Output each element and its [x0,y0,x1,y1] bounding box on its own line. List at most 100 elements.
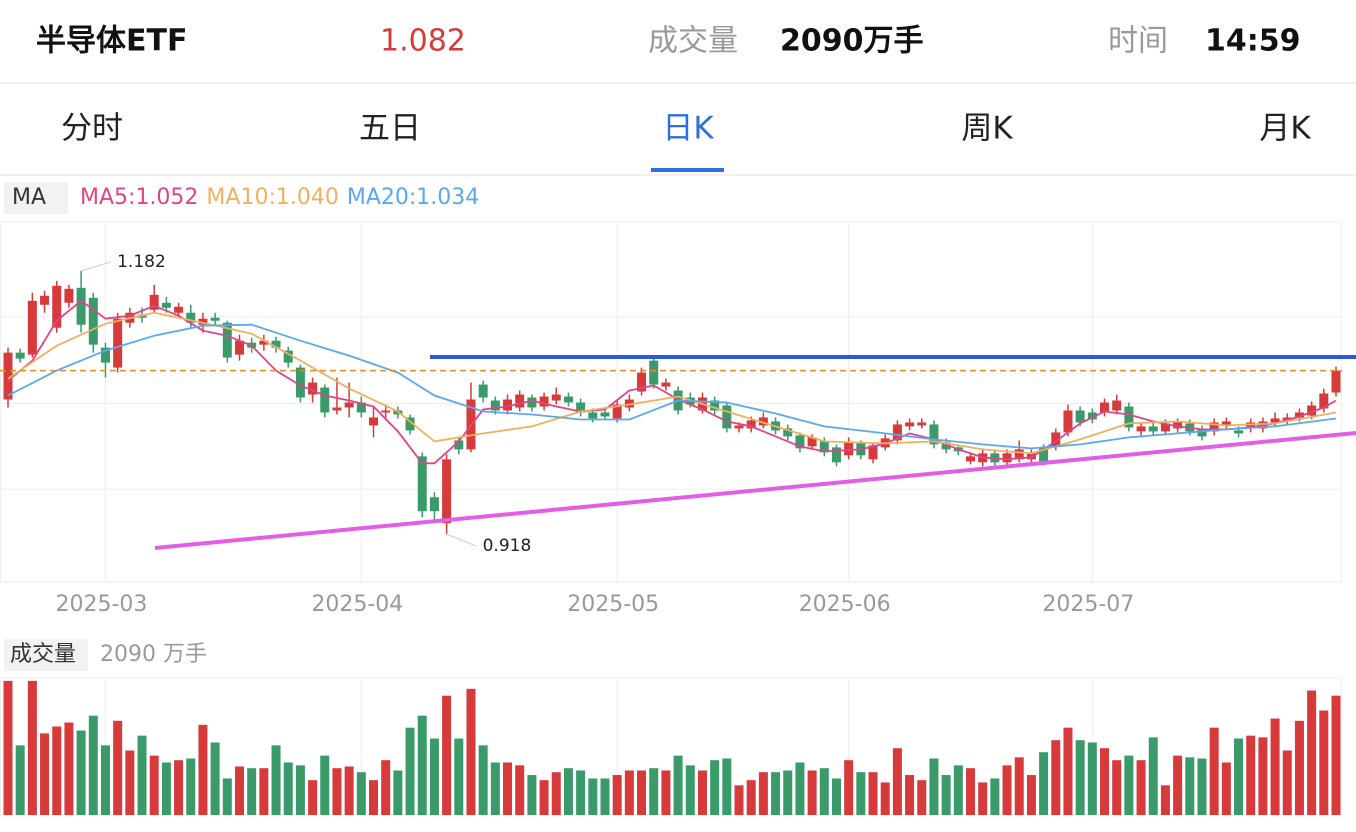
candle-body [15,352,25,359]
candle-body [1136,426,1146,432]
candle-body [515,394,525,408]
volume-bar [369,780,379,815]
candle-body [844,441,854,456]
candle-body [1087,412,1097,420]
candle-body [1014,449,1024,460]
ma-line [7,299,1337,465]
candle-body [88,297,98,345]
volume-bar [1148,737,1158,815]
candle-body [259,340,269,345]
candle-body [1148,426,1158,432]
candle-body [76,287,86,325]
volume-bar [40,733,50,815]
volume-bar [125,750,135,815]
volume-bar [283,762,293,815]
candle-body [100,347,110,363]
volume-bar [15,745,25,815]
volume-bar [661,770,671,815]
candle-body [161,302,171,308]
candle-body [612,404,622,419]
volume-bar [697,770,707,815]
volume-bar [222,778,232,815]
tab-active[interactable]: 日K [662,111,714,147]
volume-bar [490,762,500,815]
candle-body [478,384,488,398]
candle-body [624,399,634,408]
volume-bar [198,724,208,815]
candle-body [64,288,74,303]
candle-body [417,456,427,512]
candle-body [807,437,817,447]
volume-bar [393,770,403,815]
volume-bar [186,758,196,815]
volume-bar [527,775,537,815]
candle-body [1319,393,1329,409]
candle-body [113,318,123,368]
volume-bar [1331,695,1341,815]
volume-bar [320,755,330,815]
volume-bar [600,778,610,815]
candle-body [588,412,598,419]
volume-bar [344,766,354,815]
candle-body [283,350,293,363]
candle-body [1063,410,1073,433]
candle-body [369,417,379,426]
volume-bar [771,772,781,815]
volume-bar [1173,755,1183,815]
candle-body [381,410,391,413]
volume-bar [442,695,452,815]
candle-body [308,382,318,395]
max-leader [80,261,112,272]
volume-bar [783,770,793,815]
price: 1.082 [380,24,466,59]
volume-bar [1002,765,1012,815]
candle-body [295,367,305,398]
volume-bar [588,778,598,815]
candle-body [600,412,610,417]
x-tick-label: 2025-04 [311,592,403,617]
volume-bar [673,755,683,815]
tab[interactable]: 周K [961,111,1013,147]
candle-body [186,312,196,323]
volume-bar [807,770,817,815]
candle-body [1331,370,1341,393]
volume-bar [332,768,342,815]
volume-bar [1124,755,1134,815]
tab[interactable]: 五日 [359,111,421,147]
candle-body [1075,410,1085,423]
indicator-box [4,182,68,214]
candle-body [1051,432,1061,447]
legend-entry: MA10:1.040 [206,185,338,210]
tab[interactable]: 月K [1259,111,1311,147]
volume-bar [758,772,768,815]
min-label: 0.918 [483,536,532,556]
volume-bar [405,727,415,815]
candle-body [198,318,208,325]
marks: MA MA5:1.052 MA10:1.040 MA20:1.034 2025-03 20… [0,185,1342,815]
volume-bar [210,742,220,815]
volume-bar [1234,738,1244,815]
time-label: 时间 [1108,24,1168,59]
volume-bar [1307,690,1317,815]
volume-bar [1051,740,1061,815]
volume-title: 成交量 [10,642,76,667]
volume-bar [295,765,305,815]
volume-bar [234,766,244,815]
candle-body [234,340,244,355]
candle-body [503,399,513,411]
support-line [154,431,1356,550]
volume-bar [1160,785,1170,815]
tab[interactable]: 分时 [61,111,123,147]
candle-body [454,440,464,450]
volume-bar [722,758,732,815]
volume-bar [685,765,695,815]
volume-bar [649,768,659,815]
candle-body [710,400,720,411]
candle-body [442,459,452,524]
volume-bar [746,780,756,815]
price-panel [0,221,1342,583]
x-tick-label: 2025-06 [799,592,891,617]
candle-body [174,306,184,313]
volume-bar [113,720,123,815]
